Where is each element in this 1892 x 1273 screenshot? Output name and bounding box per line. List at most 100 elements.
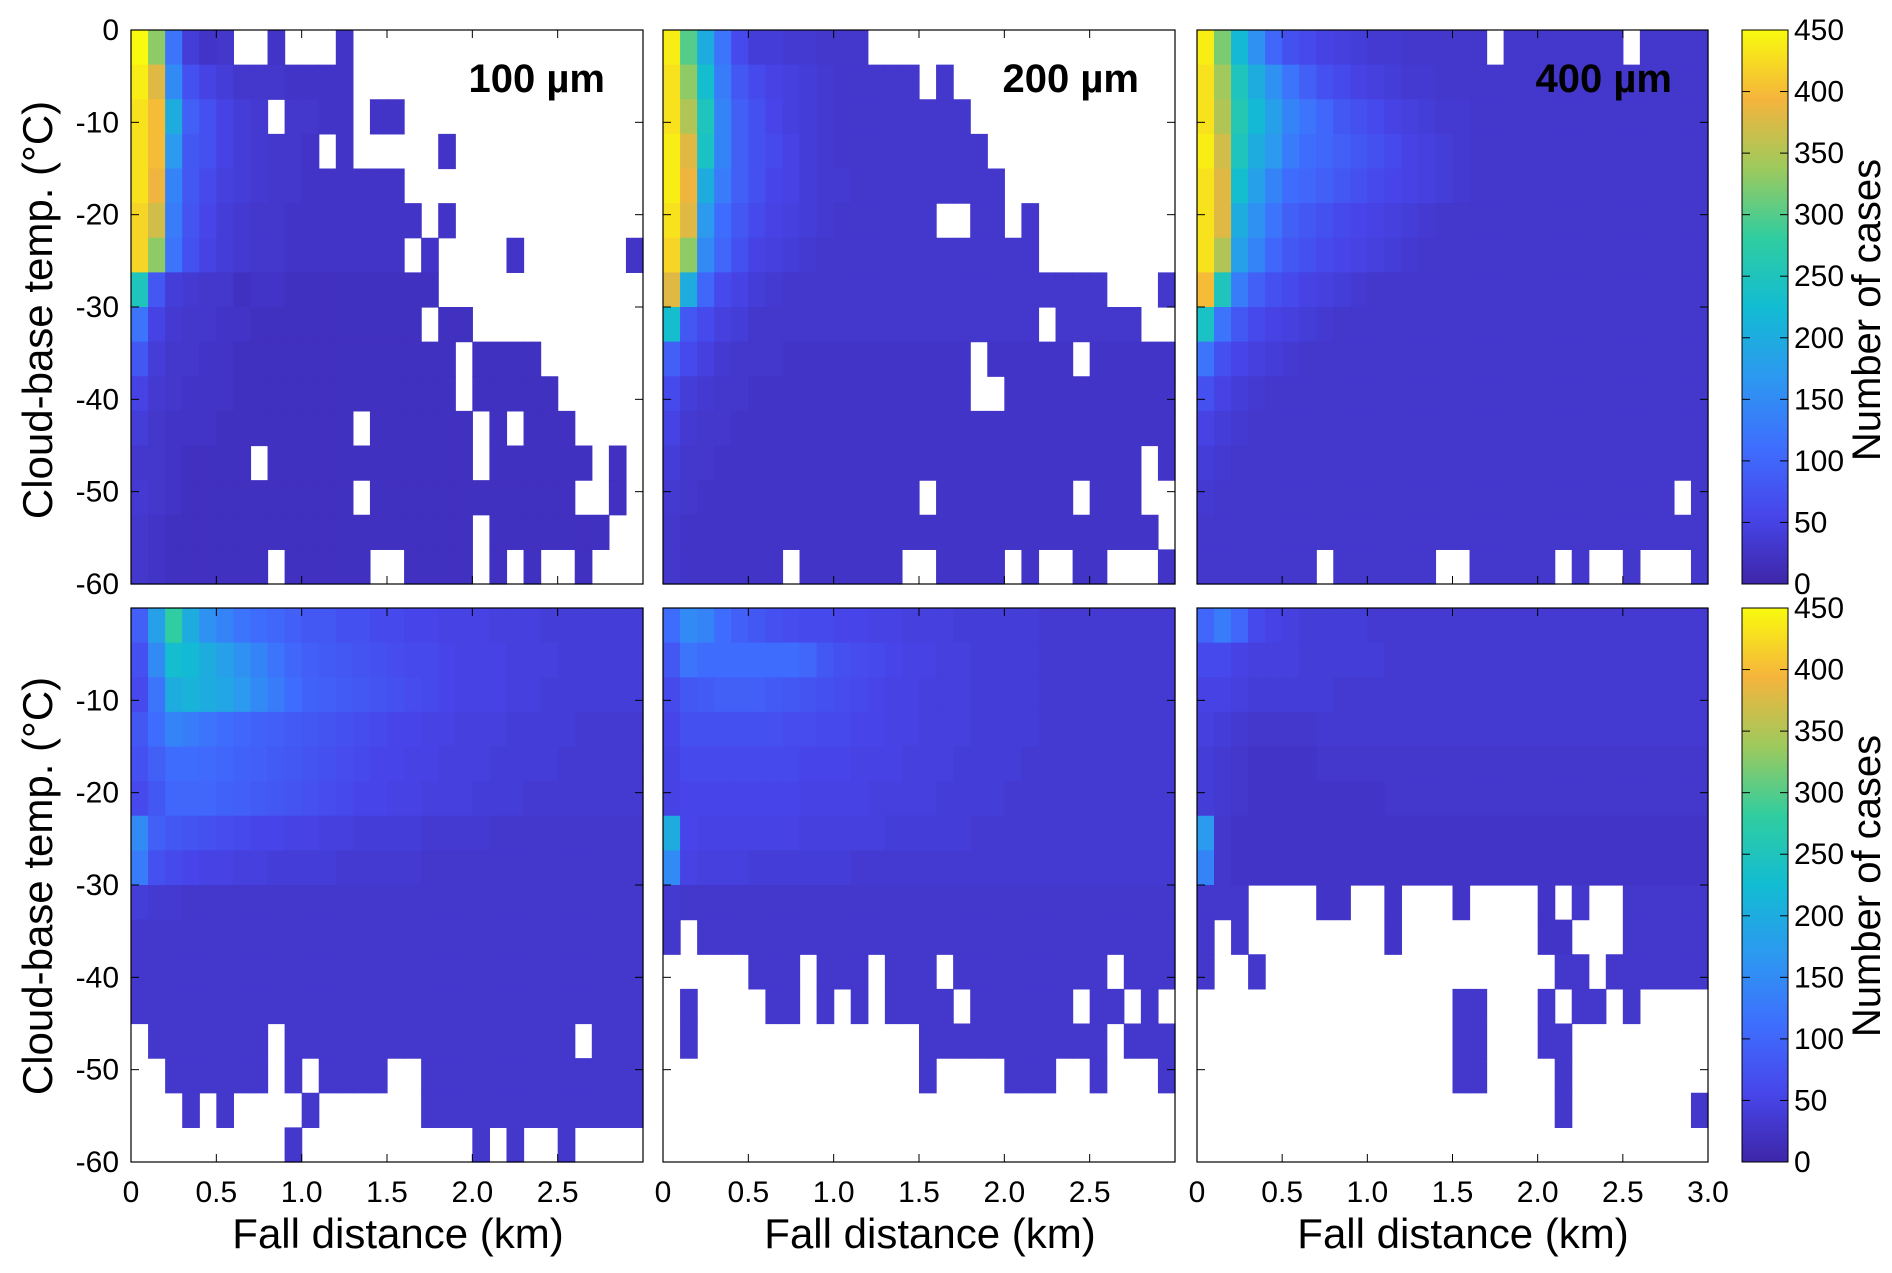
heatmap-cell bbox=[1469, 445, 1488, 481]
heatmap-cell bbox=[165, 376, 183, 412]
panel-size-label-100: 100 µm bbox=[469, 57, 605, 101]
heatmap-cell bbox=[1554, 815, 1573, 851]
heatmap-cell bbox=[369, 746, 388, 782]
heatmap-cell bbox=[352, 781, 371, 817]
heatmap-cell bbox=[1656, 746, 1675, 782]
heatmap-cell bbox=[680, 30, 698, 66]
heatmap-cell bbox=[1452, 642, 1471, 678]
heatmap-cell bbox=[919, 608, 937, 644]
heatmap-cell bbox=[1537, 711, 1556, 748]
heatmap-cell bbox=[731, 237, 749, 273]
heatmap-cell bbox=[1503, 272, 1522, 308]
heatmap-cell bbox=[748, 237, 766, 273]
heatmap-cell bbox=[850, 850, 869, 886]
heatmap-cell bbox=[233, 988, 252, 1025]
heatmap-cell bbox=[131, 480, 149, 516]
heatmap-cell bbox=[523, 1058, 542, 1094]
heatmap-cell bbox=[1418, 64, 1437, 100]
heatmap-cell bbox=[1639, 341, 1658, 377]
heatmap-cell bbox=[1384, 376, 1402, 412]
heatmap-cell bbox=[1089, 850, 1108, 886]
heatmap-cell bbox=[1197, 99, 1215, 135]
heatmap-cell bbox=[1157, 272, 1176, 308]
y-tick-label: -60 bbox=[76, 1146, 119, 1179]
heatmap-cell bbox=[1571, 480, 1590, 516]
heatmap-cell bbox=[506, 376, 525, 412]
heatmap-cell bbox=[816, 133, 835, 170]
heatmap-cell bbox=[574, 954, 593, 990]
heatmap-cell bbox=[1333, 307, 1351, 343]
heatmap-cell bbox=[608, 1023, 627, 1059]
heatmap-cell bbox=[1248, 746, 1266, 782]
heatmap-cell bbox=[680, 815, 698, 851]
heatmap-cell bbox=[1452, 99, 1471, 135]
heatmap-cell bbox=[1690, 677, 1709, 713]
heatmap-cell bbox=[301, 514, 320, 550]
heatmap-cell bbox=[970, 815, 988, 851]
heatmap-cell bbox=[833, 30, 852, 66]
heatmap-cell bbox=[250, 514, 269, 550]
heatmap-cell bbox=[1055, 376, 1074, 412]
heatmap-cell bbox=[216, 272, 234, 308]
heatmap-cell bbox=[1656, 608, 1675, 644]
heatmap-cell bbox=[148, 376, 166, 412]
heatmap-cell bbox=[1282, 272, 1300, 308]
heatmap-cell bbox=[799, 549, 818, 585]
heatmap-cell bbox=[165, 514, 183, 550]
heatmap-cell bbox=[1605, 677, 1624, 713]
heatmap-cell bbox=[901, 376, 920, 412]
heatmap-cell bbox=[1140, 988, 1159, 1025]
heatmap-cell bbox=[680, 99, 698, 135]
heatmap-cell bbox=[680, 677, 698, 713]
heatmap-cell bbox=[816, 237, 835, 273]
heatmap-cell bbox=[540, 410, 559, 447]
heatmap-cell bbox=[387, 272, 405, 308]
heatmap-cell bbox=[816, 608, 835, 644]
heatmap-cell bbox=[1639, 885, 1658, 921]
heatmap-cell bbox=[919, 237, 937, 273]
heatmap-cell bbox=[697, 341, 715, 377]
heatmap-cell bbox=[1299, 99, 1317, 135]
heatmap-cell bbox=[1316, 99, 1334, 135]
heatmap-cell bbox=[901, 237, 920, 273]
heatmap-cell bbox=[1588, 746, 1607, 782]
heatmap-cell bbox=[1248, 272, 1266, 308]
heatmap-cell bbox=[833, 954, 852, 990]
y-tick-label: -50 bbox=[76, 476, 119, 509]
heatmap-cell bbox=[1106, 850, 1125, 886]
heatmap-cell bbox=[663, 608, 681, 644]
heatmap-cell bbox=[148, 133, 166, 170]
heatmap-cell bbox=[833, 376, 852, 412]
heatmap-cell bbox=[731, 677, 749, 713]
heatmap-cell bbox=[867, 341, 886, 377]
heatmap-cell bbox=[714, 203, 732, 239]
heatmap-cell bbox=[919, 445, 937, 481]
heatmap-cell bbox=[1055, 514, 1074, 550]
heatmap-cell bbox=[1622, 642, 1641, 678]
heatmap-cell bbox=[489, 850, 508, 886]
heatmap-cell bbox=[1588, 677, 1607, 713]
heatmap-cell bbox=[1656, 307, 1675, 343]
heatmap-cell bbox=[1639, 168, 1658, 204]
heatmap-cell bbox=[697, 445, 715, 481]
heatmap-cell bbox=[1486, 376, 1505, 412]
heatmap-cell bbox=[799, 815, 818, 851]
heatmap-cell bbox=[1299, 514, 1317, 550]
heatmap-cell bbox=[1605, 272, 1624, 308]
heatmap-cell bbox=[1401, 410, 1420, 447]
heatmap-cell bbox=[1231, 711, 1249, 748]
heatmap-cell bbox=[1639, 272, 1658, 308]
heatmap-cell bbox=[1072, 677, 1091, 713]
heatmap-cell bbox=[1520, 203, 1539, 239]
heatmap-cell bbox=[199, 341, 217, 377]
heatmap-cell bbox=[1622, 746, 1641, 782]
heatmap-cell bbox=[216, 237, 234, 273]
heatmap-cell bbox=[953, 99, 971, 135]
heatmap-cell bbox=[438, 608, 456, 644]
heatmap-cell bbox=[901, 677, 920, 713]
heatmap-cell bbox=[987, 781, 1005, 817]
heatmap-cell bbox=[663, 99, 681, 135]
heatmap-cell bbox=[1214, 677, 1232, 713]
heatmap-cell bbox=[1021, 815, 1040, 851]
colorbar-tick-label: 400 bbox=[1794, 76, 1844, 109]
